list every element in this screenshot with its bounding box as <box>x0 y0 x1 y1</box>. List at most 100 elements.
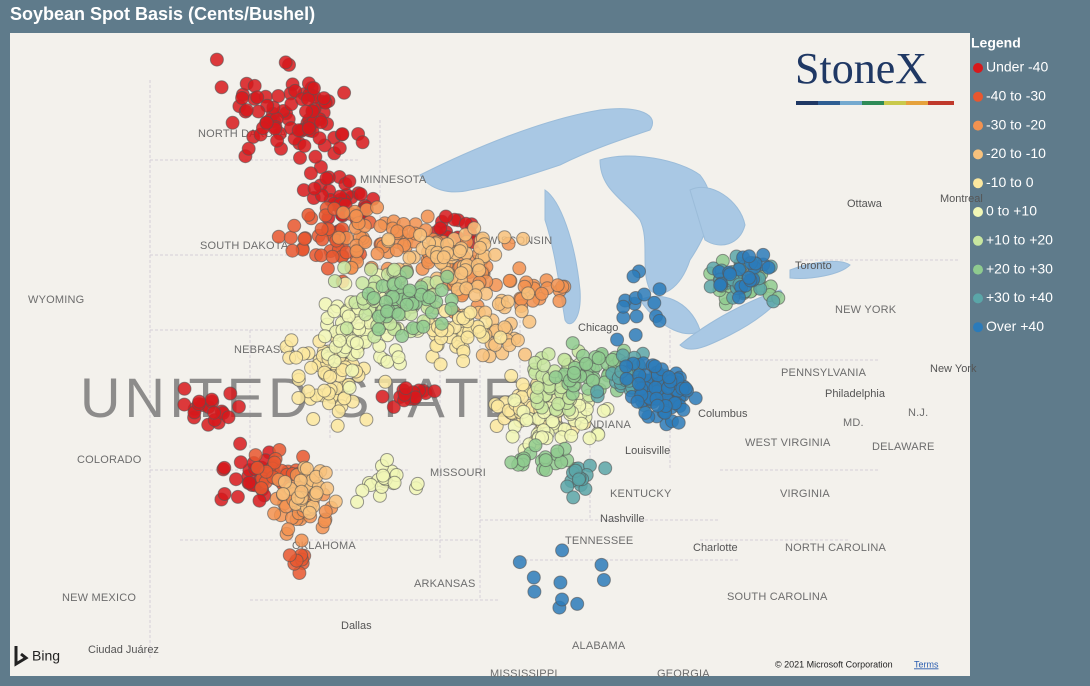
basis-point <box>214 80 229 95</box>
basis-point <box>381 232 396 247</box>
basis-point <box>307 181 322 196</box>
basis-point <box>434 283 449 298</box>
state-label: COLORADO <box>77 454 142 466</box>
state-label: MD. <box>843 417 864 429</box>
city-label: Ciudad Juárez <box>88 644 159 656</box>
basis-point <box>350 494 365 509</box>
state-label: SOUTH DAKOTA <box>200 240 289 252</box>
basis-point <box>438 209 453 224</box>
basis-point <box>516 453 531 468</box>
basis-point <box>330 418 345 433</box>
basis-point <box>723 267 737 282</box>
basis-point <box>380 453 394 467</box>
basis-point <box>526 570 541 585</box>
basis-point <box>370 246 385 261</box>
basis-point <box>433 357 448 372</box>
basis-point <box>271 229 286 244</box>
basis-point <box>332 141 347 156</box>
basis-point <box>402 283 417 298</box>
great-lakes <box>419 108 851 350</box>
basis-point <box>387 475 402 490</box>
basis-point <box>353 187 368 202</box>
basis-point <box>230 489 245 504</box>
basis-point <box>267 455 282 470</box>
basis-point <box>467 221 482 236</box>
basis-point <box>610 332 625 347</box>
basis-point <box>534 286 549 301</box>
basis-point <box>318 465 333 480</box>
basis-point <box>521 286 536 301</box>
basis-point <box>301 207 316 222</box>
basis-point <box>671 415 686 430</box>
legend-label: +10 to +20 <box>986 232 1053 248</box>
terms-link[interactable]: Terms <box>914 659 939 669</box>
basis-point <box>301 384 316 399</box>
state-label: NEW MEXICO <box>62 592 136 604</box>
basis-point <box>309 485 324 500</box>
basis-point <box>332 333 347 348</box>
basis-point <box>410 476 425 491</box>
basis-point <box>299 104 313 119</box>
basis-point <box>505 429 520 444</box>
basis-point <box>337 260 352 275</box>
basis-point <box>594 557 609 572</box>
basis-point <box>391 350 406 365</box>
basis-point <box>252 493 267 508</box>
basis-point <box>598 461 613 476</box>
basis-point <box>345 363 360 378</box>
basis-point <box>371 322 386 337</box>
state-label: MISSISSIPPI <box>490 668 558 680</box>
basis-point <box>475 348 490 363</box>
basis-point <box>339 321 354 336</box>
basis-point <box>281 522 296 537</box>
state-label: KENTUCKY <box>610 488 672 500</box>
basis-point <box>223 386 238 401</box>
basis-point <box>285 243 300 258</box>
basis-point <box>661 370 676 385</box>
basis-point <box>631 376 646 391</box>
state-label: TENNESSEE <box>565 535 633 547</box>
state-label: N.J. <box>908 407 928 419</box>
state-label: NORTH CAROLINA <box>785 542 886 554</box>
basis-point <box>579 356 594 371</box>
legend-label: -10 to 0 <box>986 174 1034 190</box>
basis-point <box>278 475 292 489</box>
state-label: MINNESOTA <box>360 174 427 186</box>
basis-point <box>294 533 309 548</box>
basis-point <box>207 405 222 420</box>
basis-point <box>331 230 346 245</box>
basis-point <box>582 431 597 446</box>
basis-point <box>530 380 545 395</box>
city-label: Charlotte <box>693 542 738 554</box>
basis-point <box>342 174 357 189</box>
basis-point <box>297 231 312 246</box>
basis-point <box>766 294 781 309</box>
legend-marker <box>973 120 983 131</box>
state-label: WEST VIRGINIA <box>745 437 831 449</box>
legend-marker <box>973 293 983 304</box>
basis-point <box>557 352 572 367</box>
basis-point <box>291 369 306 384</box>
basis-point <box>270 133 285 148</box>
basis-point <box>398 381 413 396</box>
basis-point <box>318 504 333 519</box>
basis-point <box>380 304 395 319</box>
basis-point <box>378 374 393 389</box>
state-label: VIRGINIA <box>780 488 830 500</box>
basis-point <box>395 329 409 343</box>
basis-point <box>626 269 641 284</box>
basis-point <box>387 262 402 277</box>
basis-point <box>516 231 531 246</box>
basis-point <box>571 472 586 487</box>
basis-point <box>177 381 192 396</box>
city-label: New York <box>930 363 977 375</box>
basis-point <box>373 219 388 234</box>
basis-point <box>327 354 342 369</box>
basis-point <box>304 360 319 375</box>
basis-point <box>306 81 321 96</box>
basis-point <box>504 368 519 383</box>
basis-point <box>678 381 693 396</box>
basis-point <box>493 330 508 345</box>
basis-point <box>250 90 265 105</box>
